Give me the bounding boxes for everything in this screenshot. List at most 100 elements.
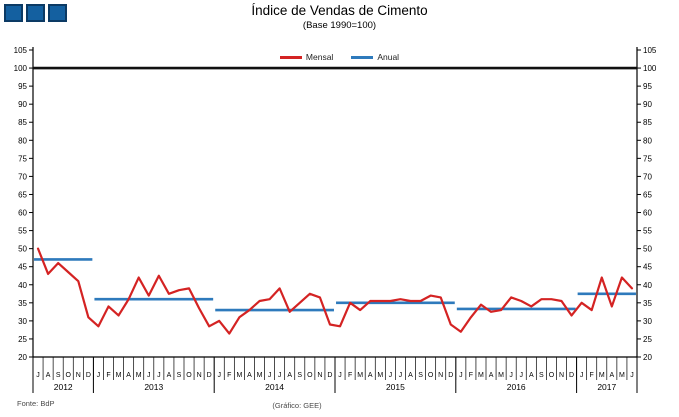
- svg-text:45: 45: [18, 263, 27, 272]
- svg-text:F: F: [106, 372, 110, 379]
- svg-text:F: F: [469, 372, 473, 379]
- svg-text:J: J: [399, 372, 403, 379]
- svg-text:D: D: [569, 372, 574, 379]
- svg-text:M: M: [357, 372, 363, 379]
- svg-text:A: A: [126, 372, 131, 379]
- svg-text:90: 90: [18, 100, 27, 109]
- svg-text:M: M: [498, 372, 504, 379]
- svg-text:O: O: [186, 372, 192, 379]
- svg-text:35: 35: [643, 299, 652, 308]
- svg-text:85: 85: [643, 118, 652, 127]
- logo-square-icon: [26, 4, 45, 22]
- source-label: Fonte: BdP: [17, 399, 55, 408]
- svg-text:2013: 2013: [144, 382, 163, 392]
- svg-text:65: 65: [18, 190, 27, 199]
- svg-text:N: N: [317, 372, 322, 379]
- svg-text:M: M: [257, 372, 263, 379]
- svg-text:45: 45: [643, 263, 652, 272]
- svg-text:85: 85: [18, 118, 27, 127]
- svg-text:O: O: [66, 372, 72, 379]
- svg-text:A: A: [489, 372, 494, 379]
- legend-item-mensal: Mensal: [279, 52, 334, 62]
- svg-text:2016: 2016: [507, 382, 526, 392]
- svg-text:100: 100: [14, 64, 28, 73]
- svg-text:A: A: [287, 372, 292, 379]
- chart-subtitle: (Base 1990=100): [302, 20, 377, 31]
- svg-text:95: 95: [18, 82, 27, 91]
- svg-text:25: 25: [18, 335, 27, 344]
- svg-text:75: 75: [643, 154, 652, 163]
- svg-text:D: D: [86, 372, 91, 379]
- svg-text:J: J: [217, 372, 221, 379]
- svg-text:55: 55: [643, 227, 652, 236]
- svg-text:40: 40: [18, 281, 27, 290]
- three-squares-logo-icon: [4, 4, 67, 22]
- svg-text:J: J: [147, 372, 151, 379]
- svg-text:M: M: [136, 372, 142, 379]
- svg-text:J: J: [519, 372, 523, 379]
- svg-text:80: 80: [643, 136, 652, 145]
- svg-text:A: A: [368, 372, 373, 379]
- svg-text:95: 95: [643, 82, 652, 91]
- svg-text:2015: 2015: [386, 382, 405, 392]
- svg-text:105: 105: [14, 46, 28, 55]
- svg-text:40: 40: [643, 281, 652, 290]
- logo-square-icon: [4, 4, 23, 22]
- svg-text:30: 30: [643, 317, 652, 326]
- logo-square-icon: [48, 4, 67, 22]
- svg-text:O: O: [307, 372, 313, 379]
- svg-text:J: J: [268, 372, 272, 379]
- svg-text:90: 90: [643, 100, 652, 109]
- svg-text:F: F: [227, 372, 231, 379]
- svg-text:A: A: [247, 372, 252, 379]
- legend-label-anual: Anual: [377, 52, 400, 62]
- svg-text:J: J: [278, 372, 282, 379]
- svg-text:70: 70: [18, 172, 27, 181]
- svg-text:N: N: [559, 372, 564, 379]
- svg-text:60: 60: [643, 209, 652, 218]
- svg-text:A: A: [167, 372, 172, 379]
- svg-text:J: J: [580, 372, 584, 379]
- mensal-line-swatch-icon: [279, 55, 302, 59]
- svg-text:2012: 2012: [54, 382, 73, 392]
- svg-text:J: J: [459, 372, 463, 379]
- svg-text:A: A: [529, 372, 534, 379]
- svg-text:A: A: [609, 372, 614, 379]
- svg-text:N: N: [76, 372, 81, 379]
- anual-line-swatch-icon: [351, 55, 374, 59]
- svg-text:A: A: [408, 372, 413, 379]
- chart-legend: Mensal Anual: [0, 52, 679, 62]
- svg-text:50: 50: [18, 245, 27, 254]
- svg-text:S: S: [177, 372, 182, 379]
- svg-text:O: O: [428, 372, 434, 379]
- svg-text:100: 100: [643, 64, 657, 73]
- svg-text:S: S: [56, 372, 61, 379]
- svg-text:F: F: [590, 372, 594, 379]
- svg-text:F: F: [348, 372, 352, 379]
- svg-text:20: 20: [643, 353, 652, 362]
- svg-text:2014: 2014: [265, 382, 284, 392]
- svg-text:M: M: [599, 372, 605, 379]
- svg-text:O: O: [549, 372, 555, 379]
- svg-text:S: S: [418, 372, 423, 379]
- svg-text:60: 60: [18, 209, 27, 218]
- legend-label-mensal: Mensal: [305, 52, 334, 62]
- svg-text:50: 50: [643, 245, 652, 254]
- svg-text:M: M: [377, 372, 383, 379]
- svg-text:75: 75: [18, 154, 27, 163]
- svg-text:D: D: [448, 372, 453, 379]
- svg-text:65: 65: [643, 190, 652, 199]
- svg-text:J: J: [157, 372, 161, 379]
- svg-text:J: J: [389, 372, 393, 379]
- svg-text:70: 70: [643, 172, 652, 181]
- svg-text:25: 25: [643, 335, 652, 344]
- svg-text:J: J: [36, 372, 40, 379]
- chart-title: Índice de Vendas de Cimento: [251, 3, 428, 18]
- svg-text:20: 20: [18, 353, 27, 362]
- svg-text:D: D: [207, 372, 212, 379]
- svg-text:S: S: [297, 372, 302, 379]
- credit-label: (Gráfico: GEE): [272, 401, 322, 410]
- svg-text:M: M: [619, 372, 625, 379]
